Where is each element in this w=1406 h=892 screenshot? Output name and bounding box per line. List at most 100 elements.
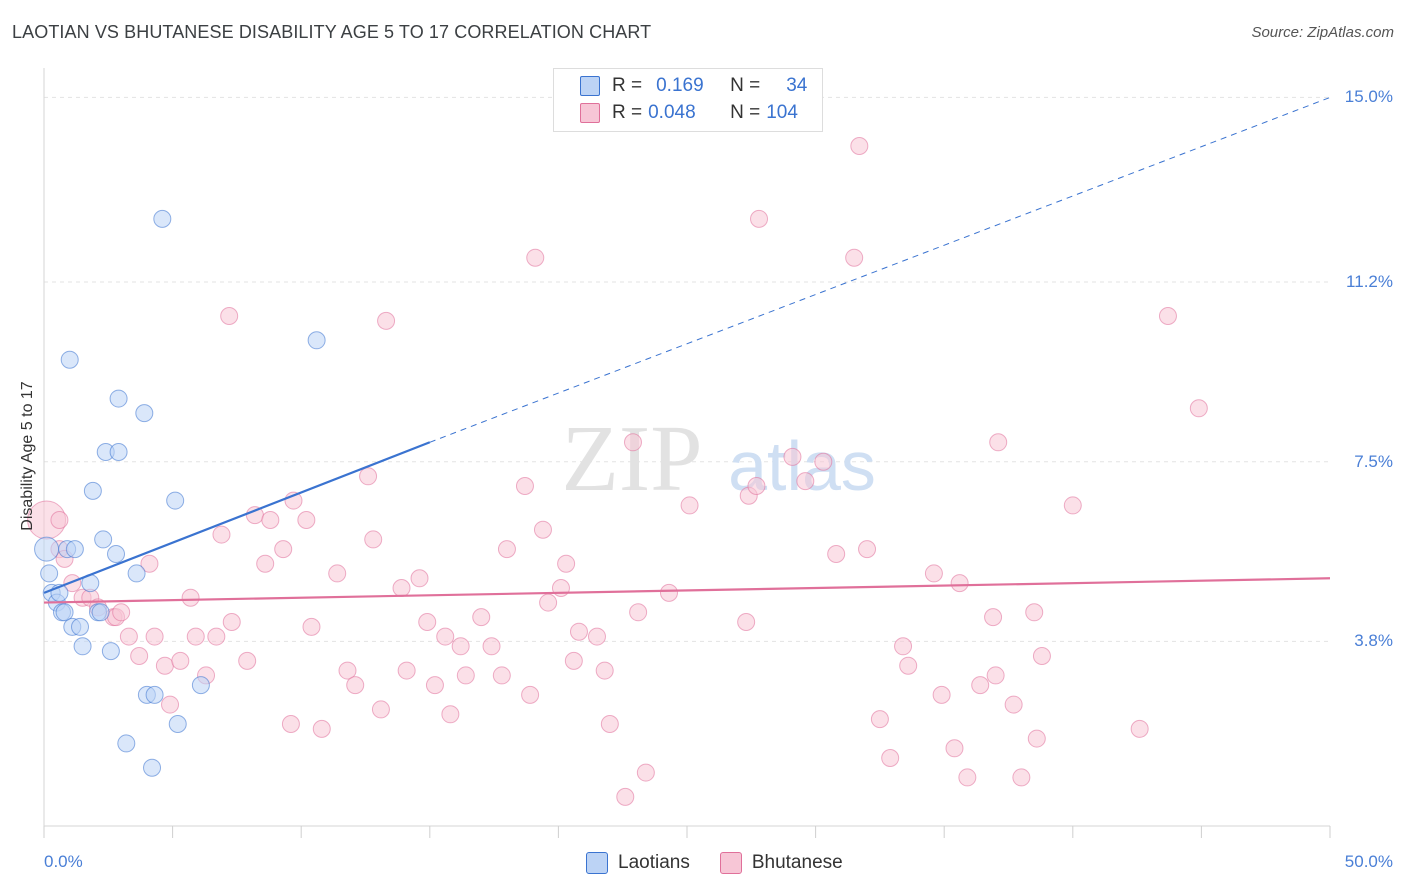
y-tick-label: 7.5% xyxy=(1354,451,1393,471)
r-label: R = xyxy=(612,102,643,123)
bhutanese-point xyxy=(155,656,174,675)
x-tick-label-min: 0.0% xyxy=(44,852,83,871)
laotian-point xyxy=(40,564,59,583)
bhutanese-point xyxy=(181,588,200,607)
n-value: 104 xyxy=(766,102,798,123)
bhutanese-point xyxy=(569,622,588,641)
bhutanese-point xyxy=(482,637,501,656)
bhutanese-point xyxy=(796,472,815,491)
bhutanese-point xyxy=(171,651,190,670)
bhutanese-point xyxy=(456,666,475,685)
laotians-legend-swatch xyxy=(586,852,608,874)
bhutanese-point xyxy=(814,452,833,471)
laotian-point xyxy=(135,404,154,423)
bhutanese-point xyxy=(845,248,864,267)
bhutanese-legend-label: Bhutanese xyxy=(751,852,843,873)
bhutanese-point xyxy=(212,525,231,544)
bhutanese-point xyxy=(346,676,365,695)
laotian-point xyxy=(117,734,136,753)
bhutanese-point xyxy=(521,685,540,704)
n-label: N = xyxy=(730,102,761,123)
bhutanese-point xyxy=(222,613,241,631)
laotian-point xyxy=(145,685,164,704)
grid-layer xyxy=(44,96,1330,642)
bhutanese-point xyxy=(63,574,82,593)
bhutanese-point xyxy=(1189,399,1208,418)
laotian-point xyxy=(191,676,210,695)
bhutanese-points xyxy=(27,137,1208,806)
bhutanese-point xyxy=(623,433,642,452)
y-tick-label: 3.8% xyxy=(1354,631,1393,651)
bhutanese-point xyxy=(140,554,159,573)
y-tick-label: 11.2% xyxy=(1346,272,1393,291)
legend-row-laotians: R = 0.169 N = 34 xyxy=(580,75,807,97)
bhutanese-point xyxy=(783,447,802,466)
bhutanese-point xyxy=(881,749,900,767)
laotian-point xyxy=(94,530,113,549)
bhutanese-point xyxy=(557,554,576,573)
bhutanese-point xyxy=(338,661,357,680)
bhutanese-point xyxy=(1004,695,1023,714)
bhutanese-point xyxy=(945,739,964,758)
n-value: 34 xyxy=(786,75,808,96)
laotian-point xyxy=(65,540,84,559)
bhutanese-point xyxy=(750,209,769,228)
bhutanese-point xyxy=(533,520,552,539)
laotian-point xyxy=(83,481,102,500)
bhutanese-point xyxy=(971,676,990,695)
y-axis-label: Disability Age 5 to 17 xyxy=(19,381,36,531)
bhutanese-point xyxy=(850,137,869,155)
bhutanese-point xyxy=(238,651,257,670)
laotian-point xyxy=(60,350,79,369)
r-value: 0.048 xyxy=(648,102,696,123)
trend-lines xyxy=(43,96,1331,604)
bhutanese-point xyxy=(595,661,614,680)
bhutanese-point xyxy=(958,768,977,787)
bhutanese-point xyxy=(497,540,516,559)
bhutanese-trend-line xyxy=(43,577,1331,604)
bhutanese-point xyxy=(1032,647,1051,665)
correlation-legend: R = 0.169 N = 34 R = 0.048 N = 104 xyxy=(553,68,823,132)
n-label: N = xyxy=(730,75,761,96)
bhutanese-point xyxy=(328,564,347,583)
bhutanese-point xyxy=(436,627,455,646)
laotian-point xyxy=(168,715,187,733)
r-label: R = xyxy=(612,75,643,96)
bhutanese-point xyxy=(377,311,396,330)
bhutanese-point xyxy=(220,307,239,325)
chart-title: LAOTIAN VS BHUTANESE DISABILITY AGE 5 TO… xyxy=(12,22,652,42)
laotian-point xyxy=(109,389,128,408)
laotian-point xyxy=(71,617,90,636)
bhutanese-point xyxy=(297,511,316,529)
y-tick-label: 15.0% xyxy=(1344,87,1393,107)
bhutanese-point xyxy=(492,666,511,685)
bhutanese-legend-swatch xyxy=(719,852,742,874)
bhutanese-point xyxy=(418,613,437,631)
bhutanese-point xyxy=(425,676,444,695)
bhutanese-point xyxy=(397,661,416,680)
r-value: 0.169 xyxy=(656,75,704,96)
laotians-legend-label: Laotians xyxy=(618,852,690,873)
axis-layer xyxy=(43,68,1331,838)
bhutanese-point xyxy=(899,656,918,675)
bhutanese-point xyxy=(312,719,331,738)
bhutanese-point xyxy=(737,613,756,631)
bhutanese-point xyxy=(1130,719,1149,738)
bhutanese-point xyxy=(827,545,846,563)
bhutanese-point xyxy=(659,583,678,602)
bhutanese-point xyxy=(539,593,558,612)
laotian-point xyxy=(153,209,172,228)
legend-item-bhutanese[interactable]: Bhutanese xyxy=(719,852,843,874)
laotian-point xyxy=(143,758,162,777)
bhutanese-point xyxy=(359,467,378,486)
bhutanese-point xyxy=(600,715,619,733)
bhutanese-point xyxy=(616,787,635,806)
bhutanese-point xyxy=(526,248,545,267)
bhutanese-point xyxy=(629,603,648,622)
legend-item-laotians[interactable]: Laotians xyxy=(586,852,690,874)
bhutanese-point xyxy=(747,477,766,495)
laotians-swatch xyxy=(580,76,600,96)
bhutanese-point xyxy=(932,685,951,704)
bhutanese-point xyxy=(924,564,943,583)
source-label: Source: ZipAtlas.com xyxy=(1251,24,1394,41)
